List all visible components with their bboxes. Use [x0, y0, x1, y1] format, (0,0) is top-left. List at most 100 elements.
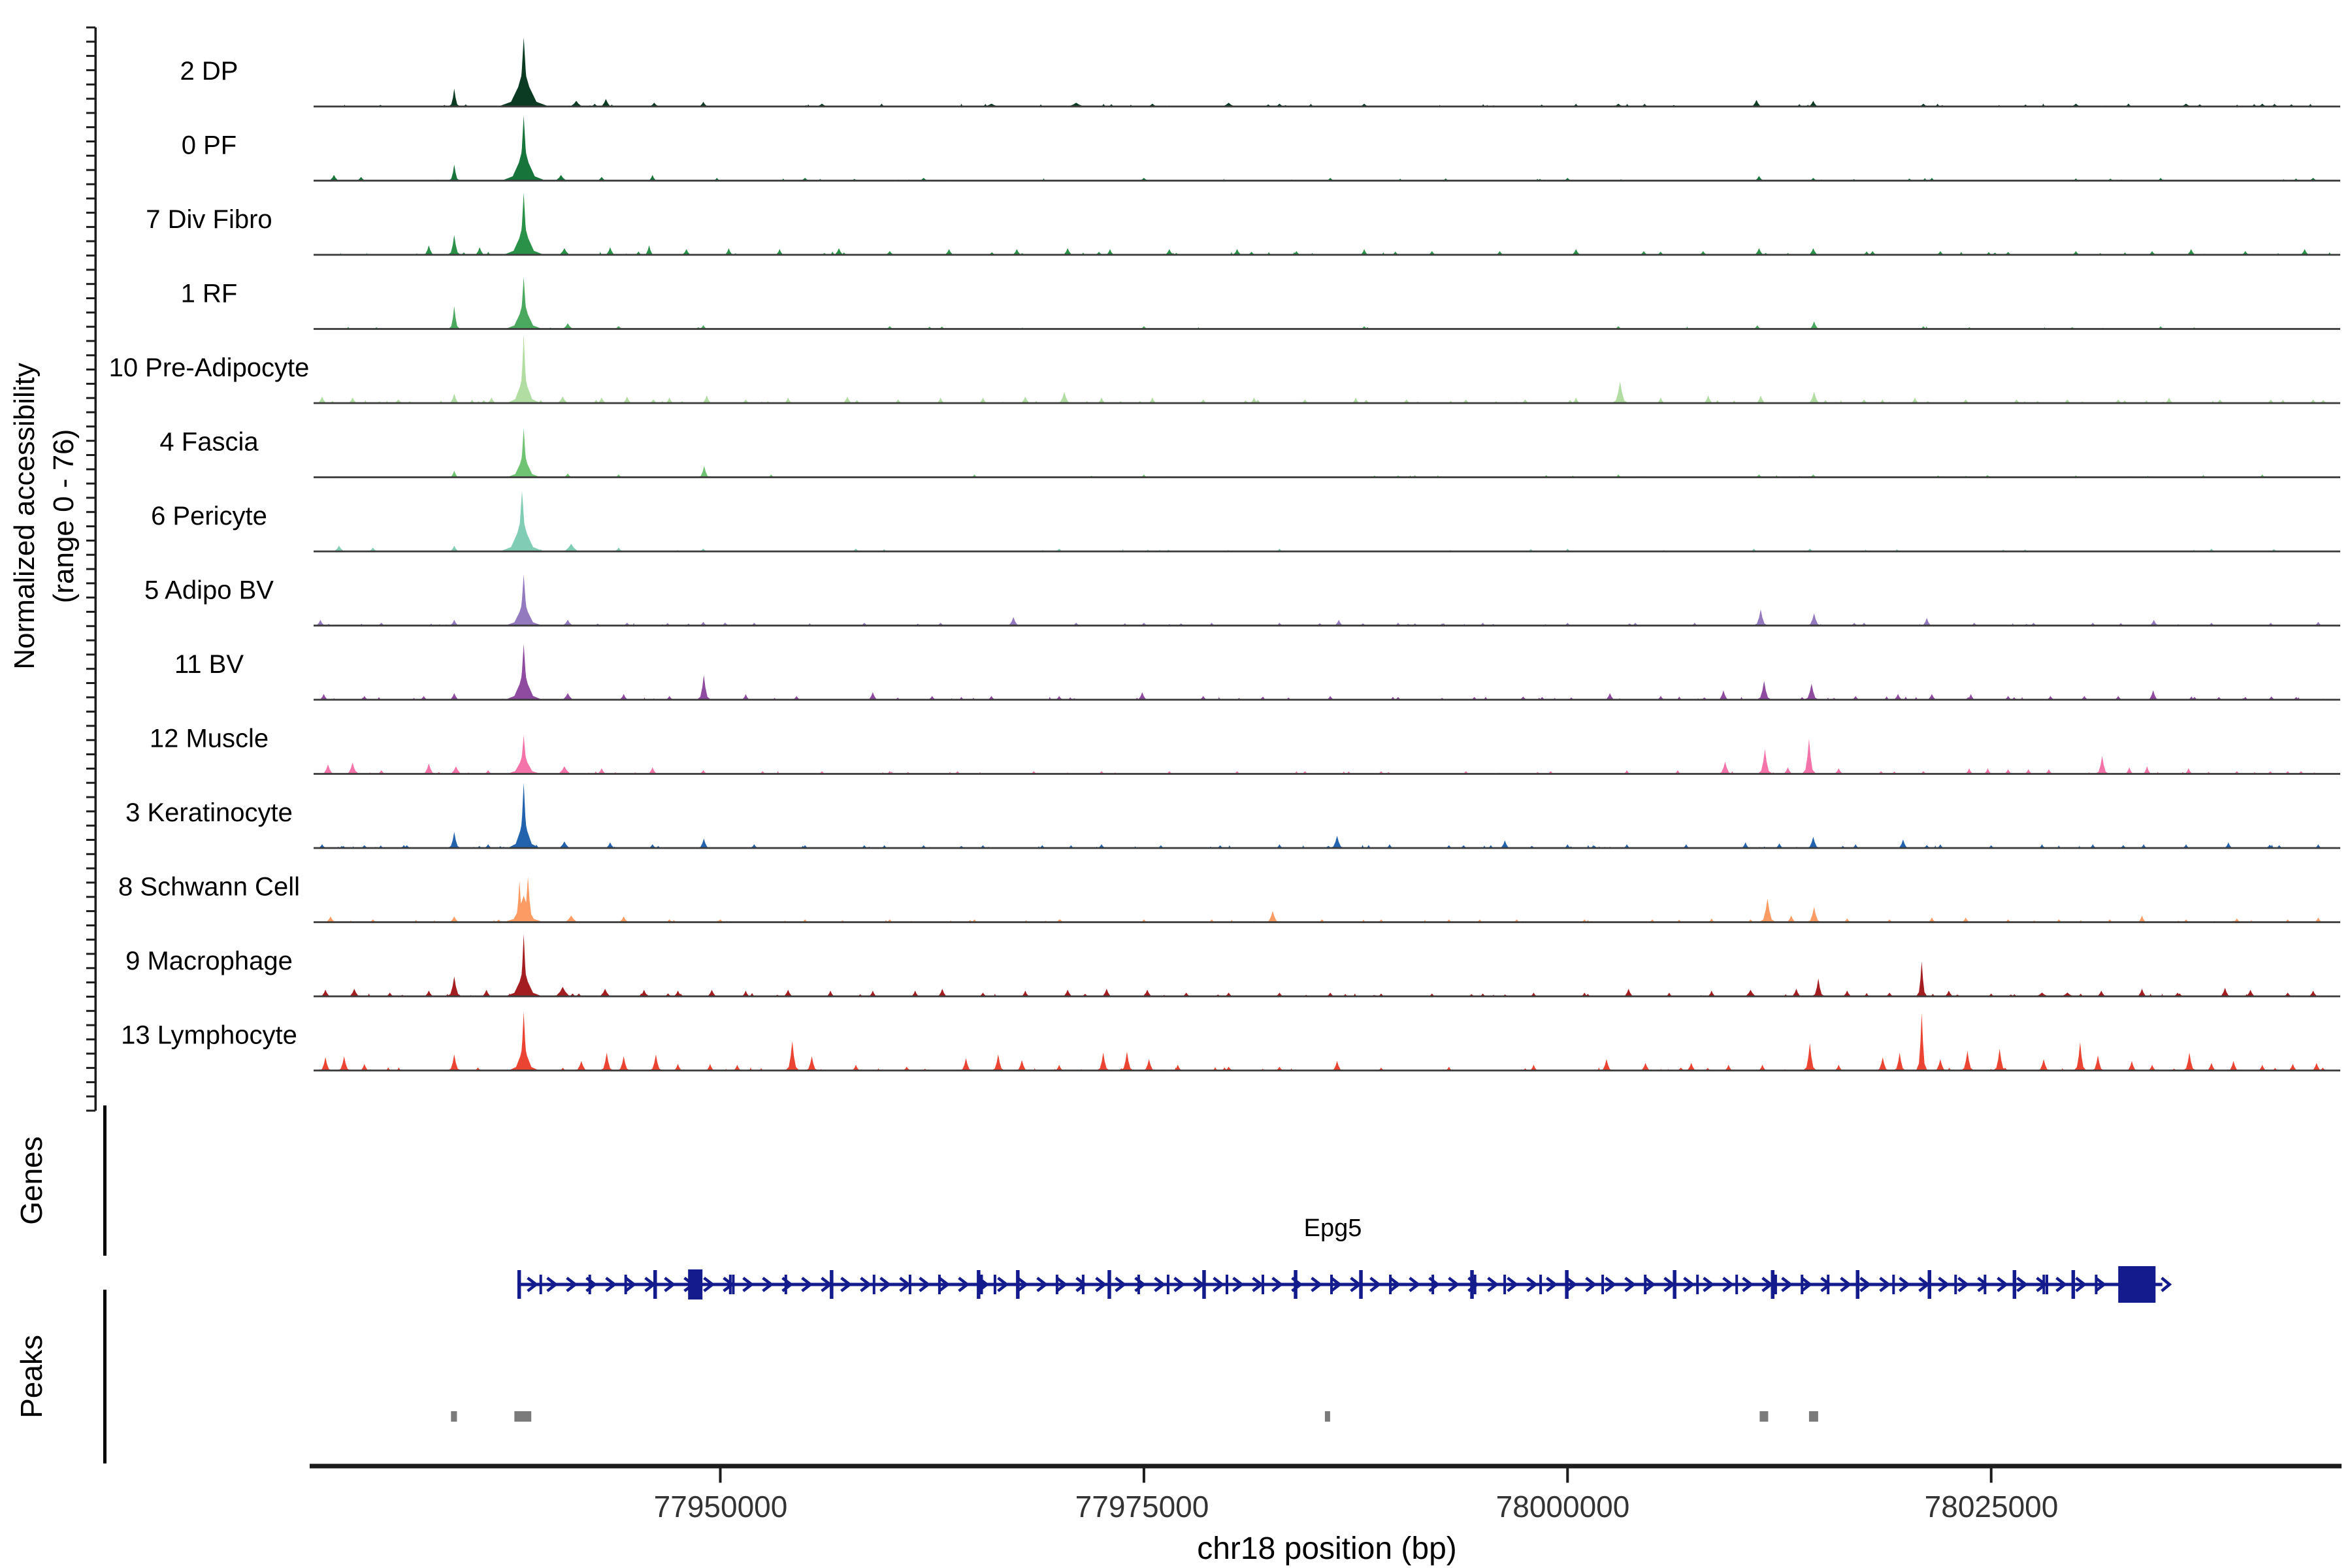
- gene-exon: [908, 1275, 911, 1294]
- track-baseline: [314, 698, 2340, 701]
- accessibility-axis-tick: [86, 340, 95, 342]
- track-baseline: [314, 476, 2340, 478]
- track-baseline: [314, 253, 2340, 256]
- accessibility-axis-tick: [86, 910, 95, 913]
- gene-exon: [980, 1275, 983, 1294]
- gene-exon: [1431, 1275, 1435, 1294]
- accessibility-axis-tick: [86, 269, 95, 271]
- track-area-10-pre-adipocyte: [315, 334, 2330, 403]
- accessibility-axis-tick: [86, 753, 95, 756]
- track-label: 2 DP: [180, 57, 238, 86]
- gene-exon: [1166, 1275, 1169, 1294]
- gene-exon: [830, 1270, 834, 1299]
- track-label: 7 Div Fibro: [146, 205, 272, 234]
- accessibility-axis-tick: [86, 1081, 95, 1083]
- accessibility-axis-tick: [86, 382, 95, 385]
- accessibility-axis-tick: [86, 26, 95, 29]
- accessibility-axis-tick: [86, 896, 95, 898]
- accessibility-axis-tick: [86, 610, 95, 613]
- track-label: 5 Adipo BV: [144, 576, 274, 605]
- gene-exon: [1503, 1275, 1507, 1294]
- accessibility-axis-tick: [86, 1053, 95, 1055]
- accessibility-axis-tick: [86, 83, 95, 86]
- peak-interval-box: [1759, 1411, 1769, 1422]
- peak-interval-box: [1808, 1411, 1818, 1422]
- accessibility-axis-tick: [86, 397, 95, 399]
- track-baseline: [314, 625, 2340, 627]
- genes-section-label: Genes: [14, 1136, 48, 1225]
- accessibility-axis-tick: [86, 725, 95, 727]
- x-tick-label-0: 77950000: [654, 1490, 788, 1524]
- accessibility-axis-tick: [86, 825, 95, 827]
- accessibility-axis-tick: [86, 839, 95, 841]
- peak-interval-box: [514, 1411, 532, 1422]
- gene-exon: [977, 1270, 981, 1299]
- gene-exon: [1107, 1270, 1111, 1299]
- track-baseline: [314, 180, 2340, 182]
- x-axis-line: [310, 1463, 2342, 1469]
- peaks-section-label: Peaks: [14, 1335, 48, 1418]
- gene-exon: [653, 1270, 657, 1299]
- track-area-4-fascia: [335, 428, 2268, 478]
- gene-exon: [539, 1275, 542, 1294]
- accessibility-axis-tick: [86, 596, 95, 599]
- accessibility-axis-tick: [86, 183, 95, 186]
- accessibility-axis-tick: [86, 1009, 95, 1012]
- gene-exon: [1735, 1275, 1739, 1294]
- accessibility-axis-tick: [86, 996, 95, 998]
- accessibility-axis-tick: [86, 311, 95, 314]
- track-baseline: [314, 773, 2340, 775]
- track-label: 0 PF: [182, 131, 237, 160]
- accessibility-axis-tick: [86, 169, 95, 171]
- gene-exon: [624, 1275, 627, 1294]
- track-label: 12 Muscle: [150, 725, 269, 753]
- accessibility-axis-tick: [86, 938, 95, 941]
- gene-name-label: Epg5: [1304, 1215, 1362, 1242]
- gene-exon: [1202, 1270, 1206, 1299]
- accessibility-axis-tick: [86, 482, 95, 485]
- accessibility-axis-tick: [86, 297, 95, 299]
- gene-exon: [1081, 1275, 1085, 1294]
- accessibility-axis-tick: [86, 582, 95, 585]
- accessibility-axis-tick: [86, 126, 95, 129]
- track-area-5-adipo-bv: [314, 574, 2325, 626]
- gene-exon: [1539, 1275, 1543, 1294]
- gene-exon: [1473, 1275, 1477, 1294]
- track-area-6-pericyte: [330, 491, 2281, 551]
- gene-exon: [2046, 1275, 2048, 1294]
- accessibility-axis-tick: [86, 682, 95, 684]
- x-axis-tick: [719, 1468, 722, 1483]
- gene-exon: [728, 1275, 732, 1294]
- accessibility-axis-tick: [86, 853, 95, 855]
- gene-exon: [1892, 1275, 1895, 1294]
- accessibility-axis-tick: [86, 368, 95, 371]
- gene-exon: [1389, 1275, 1392, 1294]
- track-baseline: [314, 921, 2340, 923]
- accessibility-axis-tick: [86, 781, 95, 784]
- peak-interval-box: [1324, 1411, 1330, 1422]
- gene-exon: [938, 1275, 941, 1294]
- track-area-8-schwann-cell: [323, 877, 2325, 923]
- accessibility-axis-tick: [86, 953, 95, 955]
- accessibility-axis-tick: [86, 696, 95, 698]
- accessibility-axis-tick: [86, 411, 95, 414]
- track-area-2-dp: [342, 37, 2328, 106]
- gene-exon: [784, 1275, 787, 1294]
- track-area-9-macrophage: [318, 934, 2333, 996]
- track-baseline: [314, 328, 2340, 330]
- x-axis-tick: [1142, 1468, 1145, 1483]
- accessibility-axis-tick: [86, 1067, 95, 1070]
- accessibility-axis-tick: [86, 511, 95, 514]
- gene-exon: [1855, 1270, 1859, 1299]
- track-area-0-pf: [326, 115, 2320, 181]
- accessibility-axis-tick: [86, 1024, 95, 1026]
- accessibility-axis-tick: [86, 212, 95, 214]
- track-baseline: [314, 995, 2340, 998]
- accessibility-axis-tick: [86, 568, 95, 570]
- track-label: 11 BV: [174, 650, 244, 679]
- y-axis-label-line2: (range 0 - 76): [48, 429, 80, 604]
- gene-start-box: [688, 1269, 703, 1299]
- x-axis-tick: [1989, 1468, 1993, 1483]
- track-baseline: [314, 550, 2340, 553]
